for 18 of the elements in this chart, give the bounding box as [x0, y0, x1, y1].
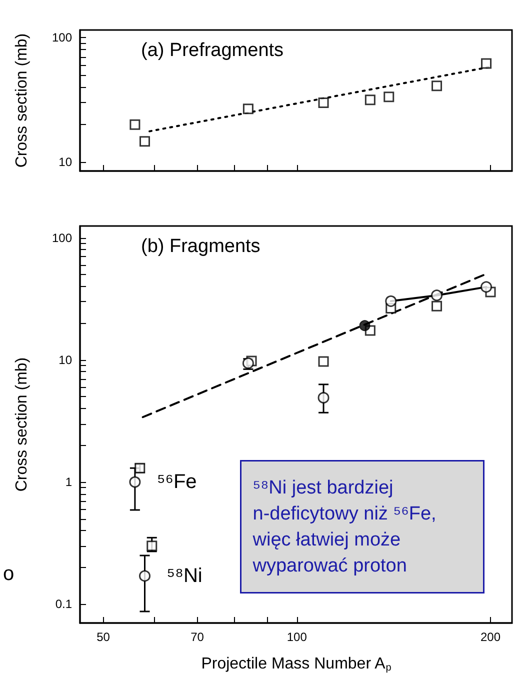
annotation: ⁵⁶Fe	[156, 471, 197, 494]
y-tick-label: 1	[65, 475, 72, 490]
y-tick-label: 100	[52, 30, 72, 45]
y-tick-label: 100	[52, 230, 72, 245]
y-tick-label: 0.1	[55, 597, 72, 612]
x-tick-label: 100	[286, 630, 308, 644]
text: o	[3, 563, 14, 585]
text: (b) Fragments	[141, 236, 260, 257]
x-tick-label: 50	[96, 630, 110, 644]
x-tick-label: 70	[190, 630, 204, 644]
annotation: ⁵⁸Ni	[166, 564, 202, 587]
text: (a) Prefragments	[141, 40, 284, 61]
y-tick-label: 10	[58, 155, 72, 170]
y-tick-label: 10	[58, 352, 72, 367]
y-axis-title: Cross section (mb)	[14, 357, 30, 492]
x-tick-label: 200	[480, 630, 501, 644]
annotation: ⁵⁸Ni jest bardziej n-deficytowy niż ⁵⁶Fe, więc łatwiej może wyparować proton	[252, 477, 442, 576]
y-axis-title: Cross section (mb)	[14, 33, 30, 168]
